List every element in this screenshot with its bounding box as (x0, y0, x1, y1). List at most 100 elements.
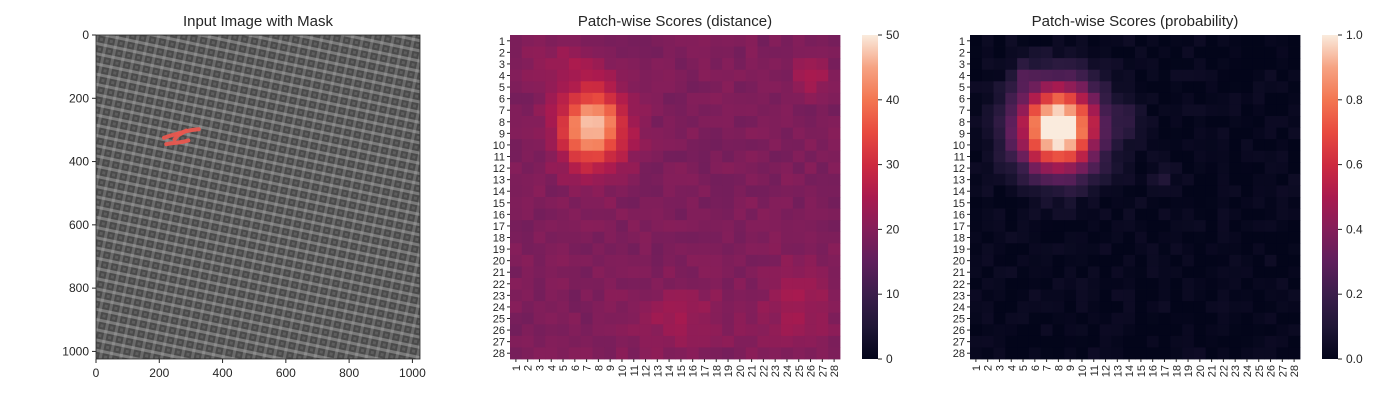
heatmap-cell (993, 289, 1006, 302)
heatmap-cell (627, 81, 641, 94)
heatmap-cell (627, 104, 641, 117)
row-label: 22 (953, 279, 965, 291)
heatmap-cell (1111, 162, 1124, 175)
column-label: 25 (794, 365, 806, 377)
heatmap-cell (981, 289, 994, 302)
row-label: 10 (493, 140, 505, 152)
heatmap-cell (710, 104, 723, 117)
heatmap-cell (1205, 324, 1218, 337)
heatmap-cell (1252, 35, 1266, 47)
heatmap-cell (568, 324, 582, 337)
input-image-frame (95, 34, 421, 360)
heatmap-cell (981, 81, 994, 94)
heatmap-cell (1076, 335, 1089, 348)
heatmap-cell (580, 162, 593, 175)
heatmap-cell (1040, 324, 1053, 337)
heatmap-cell (757, 278, 770, 290)
heatmap-cell (521, 243, 534, 256)
heatmap-cell (604, 116, 617, 128)
heatmap-cell (1111, 197, 1124, 209)
heatmap-cell (1252, 324, 1266, 337)
heatmap-cell (970, 127, 983, 140)
heatmap-cell (1005, 301, 1018, 314)
heatmap-cell (1276, 69, 1289, 82)
heatmap-cell (1241, 81, 1254, 94)
heatmap-cell (757, 347, 770, 360)
heatmap-cell (1146, 231, 1159, 244)
heatmap-cell (1017, 139, 1030, 152)
heatmap-cell (722, 185, 735, 198)
heatmap-cell (1217, 116, 1230, 128)
heatmap-cell (1217, 266, 1230, 279)
heatmap-cell (710, 289, 723, 302)
heatmap-cell (1087, 162, 1101, 175)
heatmap-cell (639, 324, 652, 337)
heatmap-cell (1205, 69, 1218, 82)
heatmap-cell (1288, 173, 1301, 186)
colorbar-tick-label: 0 (886, 352, 893, 366)
heatmap-cell (1217, 324, 1230, 337)
heatmap-cell (1264, 347, 1277, 360)
heatmap-cell (981, 35, 994, 47)
heatmap-cell (804, 162, 817, 175)
heatmap-cell (686, 243, 699, 256)
heatmap-cell (1264, 266, 1277, 279)
heatmap-cell (1135, 127, 1148, 140)
heatmap-cell (733, 347, 747, 360)
heatmap-cell (745, 254, 758, 267)
heatmap-cell (1182, 46, 1195, 59)
heatmap-cell (1135, 231, 1148, 244)
heatmap-cell (604, 173, 617, 186)
column-label: 27 (1277, 365, 1289, 377)
heatmap-cell (686, 289, 699, 302)
heatmap-cell (686, 35, 699, 47)
heatmap-cell (1017, 254, 1030, 267)
row-label: 24 (493, 302, 505, 314)
heatmap-cell (757, 220, 770, 233)
heatmap-cell (1182, 162, 1195, 175)
heatmap-cell (1017, 104, 1030, 117)
heatmap-cell (545, 150, 558, 163)
heatmap-cell (627, 254, 641, 267)
heatmap-cell (521, 116, 534, 128)
heatmap-cell (1276, 46, 1289, 59)
heatmap-cell (1264, 231, 1277, 244)
heatmap-cell (604, 197, 617, 209)
heatmap-cell (993, 243, 1006, 256)
heatmap-cell (1205, 347, 1218, 360)
heatmap-cell (792, 312, 806, 325)
column-label: 17 (1159, 365, 1171, 377)
heatmap-cell (510, 347, 523, 360)
heatmap-cell (616, 220, 629, 233)
heatmap-cell (568, 197, 582, 209)
heatmap-cell (557, 127, 570, 140)
heatmap-cell (639, 162, 652, 175)
heatmap-cell (1135, 254, 1148, 267)
heatmap-cell (993, 185, 1006, 198)
heatmap-cell (1111, 312, 1124, 325)
heatmap-cell (1182, 312, 1195, 325)
heatmap-cell (804, 324, 817, 337)
heatmap-cell (769, 254, 782, 267)
heatmap-cell (1146, 289, 1159, 302)
heatmap-cell (639, 150, 652, 163)
heatmap-cell (1205, 35, 1218, 47)
row-label: 25 (493, 314, 505, 326)
heatmap-cell (1229, 116, 1242, 128)
heatmap-cell (1217, 173, 1230, 186)
heatmap-cell (1276, 231, 1289, 244)
heatmap-cell (580, 116, 593, 128)
heatmap-cell (604, 127, 617, 140)
heatmap-cell (981, 266, 994, 279)
heatmap-cell (510, 35, 523, 47)
heatmap-cell (781, 81, 794, 94)
heatmap-cell (1064, 312, 1077, 325)
heatmap-cell (993, 92, 1006, 105)
heatmap-cell (745, 278, 758, 290)
heatmap-cell (970, 278, 983, 290)
heatmap-cell (616, 301, 629, 314)
heatmap-cell (510, 127, 523, 140)
heatmap-cell (545, 301, 558, 314)
heatmap-cell (1182, 324, 1195, 337)
